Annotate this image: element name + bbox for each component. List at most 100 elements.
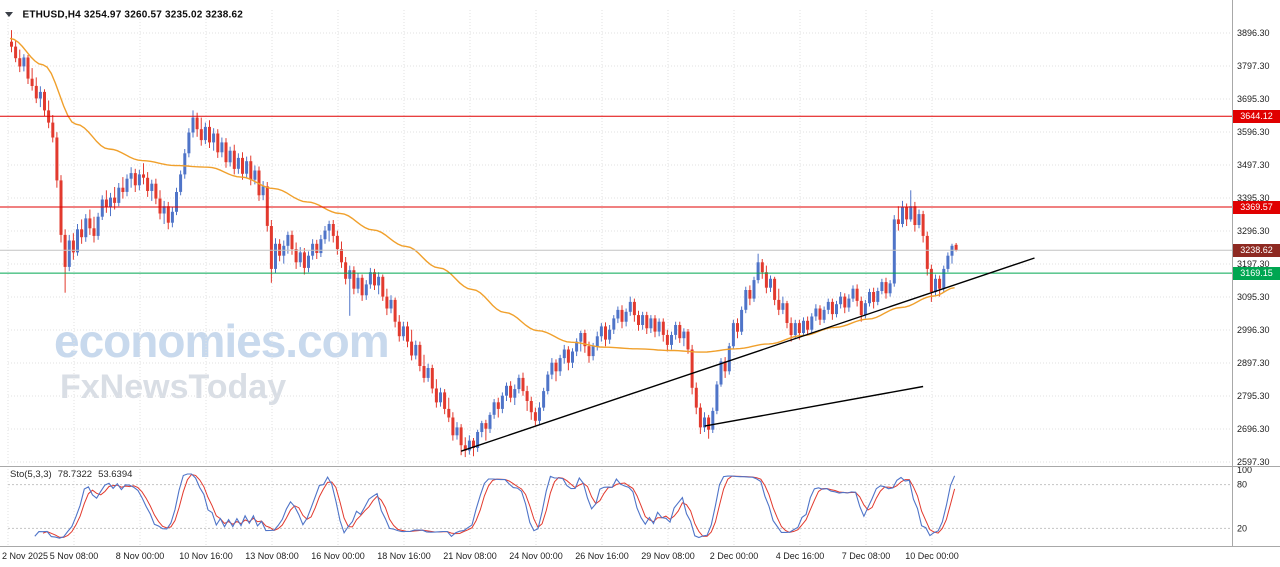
candle	[439, 392, 442, 403]
candle	[344, 262, 348, 279]
candle	[327, 224, 331, 231]
candle	[459, 427, 463, 446]
candle	[917, 214, 921, 225]
candle	[950, 245, 954, 256]
candle	[38, 91, 42, 99]
candle	[241, 157, 244, 174]
candle	[682, 331, 686, 339]
candle	[348, 270, 352, 279]
price-axis-label: 3896.30	[1237, 28, 1270, 38]
candle	[216, 133, 220, 153]
candle	[562, 349, 566, 359]
time-axis-label: 2 Dec 00:00	[710, 551, 759, 561]
candle	[480, 423, 484, 432]
candle	[496, 402, 500, 409]
candle	[538, 407, 541, 421]
candle	[133, 173, 137, 186]
candle	[929, 268, 933, 292]
candle	[43, 91, 46, 111]
candle	[533, 412, 537, 421]
candle	[294, 249, 298, 263]
candle	[703, 417, 706, 428]
candle	[220, 142, 224, 153]
candle	[154, 183, 158, 199]
candle	[492, 402, 496, 415]
time-axis[interactable]	[0, 546, 1280, 567]
candle	[698, 407, 702, 428]
candle	[571, 351, 574, 363]
candle	[422, 366, 426, 378]
time-axis-label: 4 Dec 16:00	[776, 551, 825, 561]
candle	[249, 161, 253, 180]
price-axis-label: 3497.30	[1237, 160, 1270, 170]
candle	[245, 161, 249, 174]
sto-scale-label: 100	[1237, 465, 1252, 475]
candle	[88, 218, 92, 229]
candle	[806, 320, 810, 330]
candle	[265, 186, 269, 226]
candle	[645, 315, 649, 329]
candle	[793, 323, 797, 335]
candle	[203, 126, 207, 141]
candle	[830, 301, 834, 315]
candle	[509, 385, 513, 398]
candle	[888, 283, 892, 294]
candle	[868, 292, 871, 304]
candle	[92, 228, 96, 236]
candle	[385, 296, 389, 309]
candle	[896, 219, 900, 224]
candle	[731, 323, 735, 347]
candle	[414, 344, 418, 356]
time-axis-label: 21 Nov 08:00	[443, 551, 497, 561]
candle	[443, 392, 447, 409]
candle	[818, 308, 822, 320]
candle	[946, 255, 950, 269]
candle	[418, 344, 422, 366]
price-axis-label: 2597.30	[1237, 457, 1270, 467]
candle	[381, 276, 385, 297]
candle	[566, 349, 570, 363]
candle	[942, 268, 946, 289]
candle	[670, 335, 673, 345]
candle	[373, 272, 376, 286]
candle	[30, 78, 34, 86]
candle	[529, 401, 533, 413]
candle	[80, 229, 84, 238]
candle	[764, 272, 768, 288]
candle	[657, 321, 661, 332]
price-axis-label: 3695.30	[1237, 94, 1270, 104]
candle	[752, 280, 756, 299]
time-axis-label: 13 Nov 08:00	[245, 551, 299, 561]
price-badge-support: 3169.15	[1233, 266, 1280, 280]
symbol-dropdown-icon[interactable]	[5, 12, 13, 18]
candle	[331, 224, 335, 236]
trendline	[460, 257, 1035, 452]
candle	[550, 362, 554, 375]
candle	[426, 368, 430, 378]
candle	[723, 361, 727, 372]
price-axis-label: 2897.30	[1237, 358, 1270, 368]
candle	[253, 170, 257, 180]
candle	[715, 384, 719, 411]
candle	[476, 432, 480, 448]
candle	[389, 299, 393, 309]
candle	[855, 288, 859, 301]
price-axis-label: 3197.30	[1237, 259, 1270, 269]
candle	[797, 323, 801, 333]
time-axis-label: 16 Nov 00:00	[311, 551, 365, 561]
candle	[546, 374, 550, 392]
candle	[142, 174, 145, 178]
candle	[558, 358, 562, 372]
candle	[686, 331, 690, 350]
candle	[59, 180, 63, 235]
candle	[397, 321, 401, 337]
candle	[274, 243, 277, 269]
candle	[360, 277, 364, 296]
candle	[430, 368, 434, 389]
candle	[166, 206, 170, 223]
candle	[104, 199, 108, 207]
candle	[802, 320, 805, 333]
price-axis-label: 3395.30	[1237, 193, 1270, 203]
